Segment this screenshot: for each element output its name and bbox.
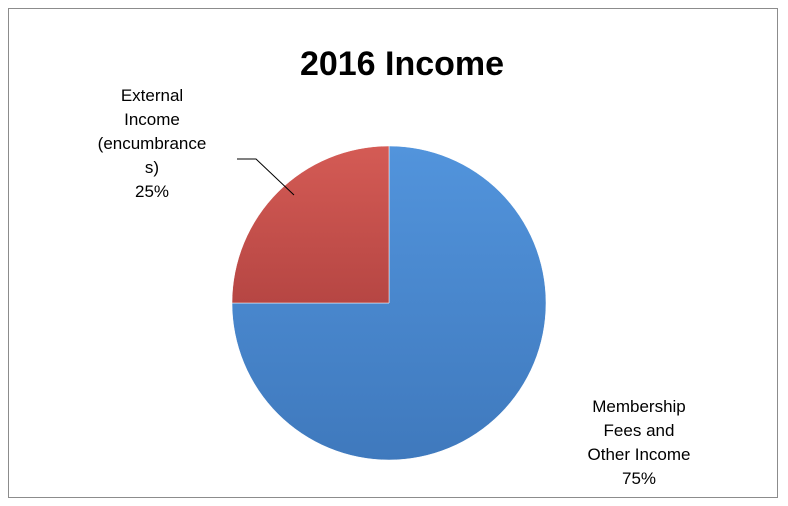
pie-chart: 2016 Income Membership Fees and Other Inco…	[98, 45, 691, 488]
pie-slice-membership-fees	[231, 145, 547, 461]
pie-slice-external-income	[231, 145, 390, 304]
data-label-membership-fees: Membership Fees and Other Income 75%	[588, 397, 691, 488]
data-label-external-income: External Income (encumbrance s) 25%	[98, 86, 207, 201]
chart-frame: 2016 Income Membership Fees and Other Inco…	[8, 8, 778, 498]
chart-title: 2016 Income	[300, 45, 504, 83]
leader-line-external-income	[237, 158, 295, 196]
